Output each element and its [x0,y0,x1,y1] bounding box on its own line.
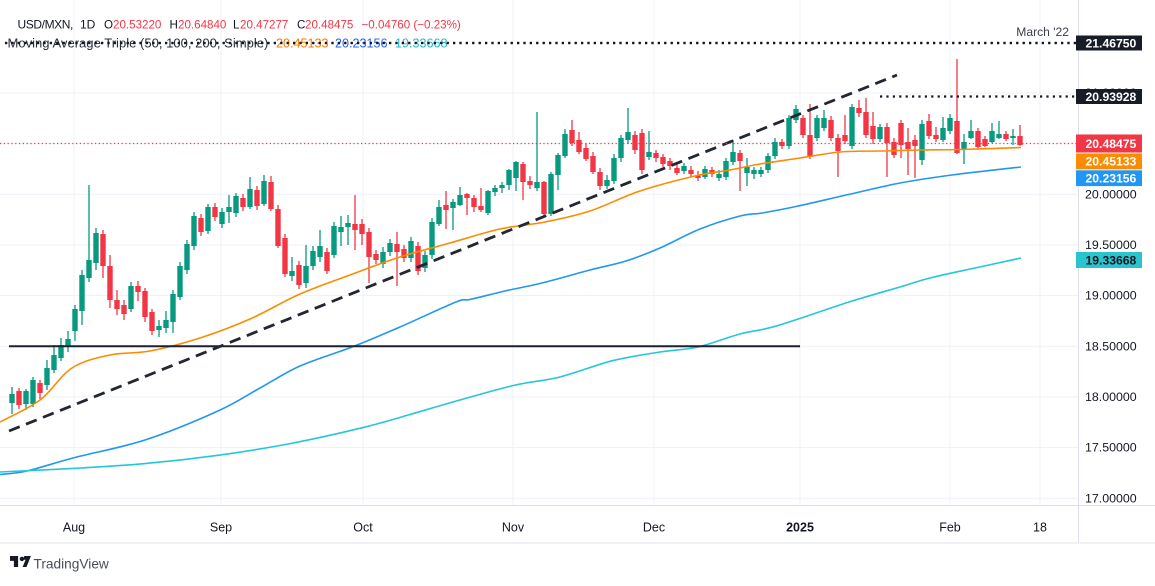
svg-text:20.93928: 20.93928 [1086,90,1137,104]
svg-text:20.48475: 20.48475 [1086,137,1137,151]
svg-text:18.50000: 18.50000 [1085,339,1137,353]
svg-text:20.45133: 20.45133 [1086,155,1137,169]
svg-text:20.47277: 20.47277 [240,19,288,32]
svg-text:March '22: March '22 [1016,25,1069,39]
svg-text:20.00000: 20.00000 [1085,187,1137,201]
svg-text:Nov: Nov [502,521,525,535]
svg-text:Aug: Aug [63,521,85,535]
svg-text:Oct: Oct [353,521,373,535]
svg-text:Dec: Dec [643,521,665,535]
svg-text:USD/MXN,: USD/MXN, [18,18,74,32]
svg-text:17.50000: 17.50000 [1085,441,1137,455]
svg-text:2025: 2025 [786,521,814,535]
svg-text:19.00000: 19.00000 [1085,289,1137,303]
svg-text:20.64840: 20.64840 [178,19,226,32]
svg-text:21.46750: 21.46750 [1086,36,1137,50]
svg-text:20.23156: 20.23156 [1086,172,1137,186]
svg-text:19.33668: 19.33668 [1086,253,1137,267]
svg-text:20.53220: 20.53220 [113,19,161,32]
svg-text:17.00000: 17.00000 [1085,491,1137,505]
svg-text:O: O [104,19,113,32]
svg-text:L: L [233,19,240,32]
svg-text:18: 18 [1033,521,1047,535]
svg-text:H: H [170,19,178,32]
svg-text:20.23156: 20.23156 [335,37,388,51]
svg-text:Sep: Sep [210,521,232,535]
svg-text:1D: 1D [80,18,96,32]
svg-text:20.48475: 20.48475 [305,19,353,32]
svg-text:19.50000: 19.50000 [1085,238,1137,252]
svg-text:Feb: Feb [939,521,961,535]
svg-text:18.00000: 18.00000 [1085,390,1137,404]
svg-text:TradingView: TradingView [34,557,109,572]
svg-text:−0.04760 (−0.23%): −0.04760 (−0.23%) [362,19,461,32]
